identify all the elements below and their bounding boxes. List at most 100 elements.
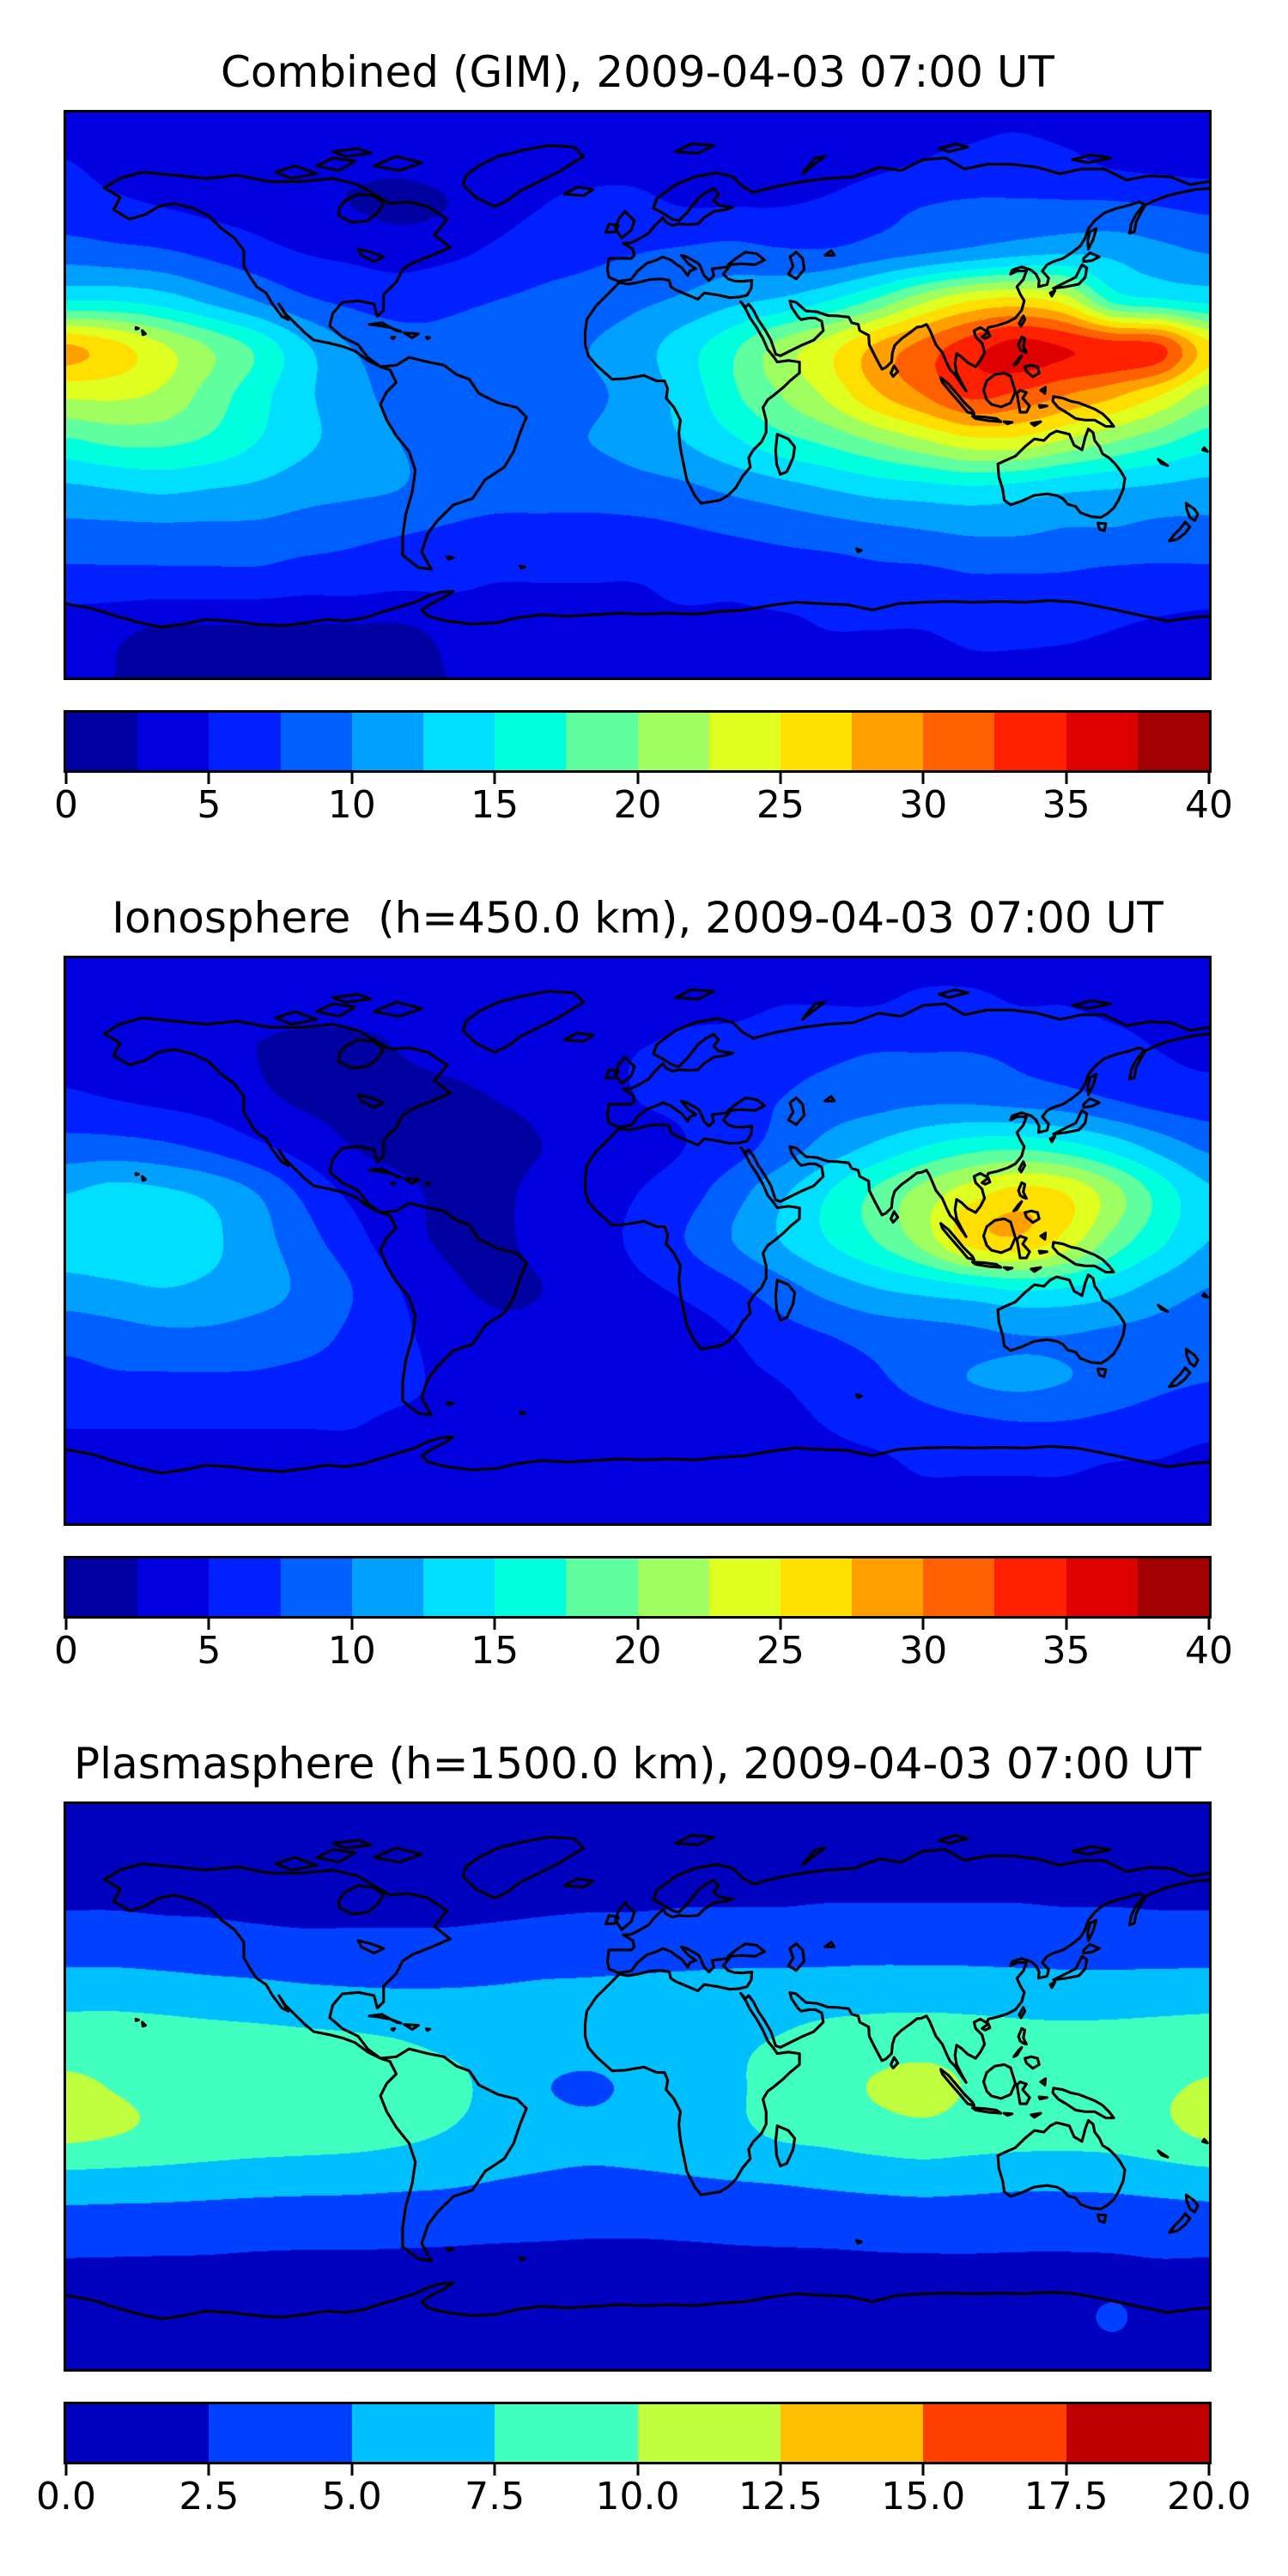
colorbar-tick-label: 15: [471, 783, 519, 827]
colorbar-tick: [921, 2464, 925, 2476]
colorbar-segment: [1066, 713, 1138, 770]
colorbar-tick: [493, 1619, 496, 1630]
colorbar-tick-label: 30: [899, 783, 948, 827]
colorbar-tick-label: 0: [54, 783, 78, 827]
colorbar-tick: [350, 2464, 354, 2476]
colorbar-tick: [921, 773, 925, 784]
map-ionosphere: [64, 956, 1212, 1526]
colorbar-segment: [923, 713, 995, 770]
colorbar-tick-label: 20.0: [1167, 2475, 1251, 2518]
colorbar-tick-label: 0.0: [36, 2475, 96, 2518]
colorbar-segment: [137, 713, 210, 770]
colorbar-tick: [636, 1619, 639, 1630]
colorbar-segment: [637, 2404, 781, 2462]
colorbar-tick: [207, 773, 210, 784]
colorbar-tick-label: 2.5: [179, 2475, 240, 2518]
colorbar-segment: [280, 1558, 352, 1616]
colorbar-segment: [566, 1558, 638, 1616]
colorbar-tick: [779, 1619, 782, 1630]
colorbar-ionosphere: [64, 1556, 1212, 1619]
colorbar-segment: [852, 1558, 924, 1616]
panel-title-combined: Combined (GIM), 2009-04-03 07:00 UT: [221, 47, 1054, 97]
colorbar-tick-label: 15: [471, 1629, 519, 1673]
colorbar-segment: [1137, 1558, 1209, 1616]
colorbar-segment: [280, 713, 352, 770]
colorbar-tick: [1207, 1619, 1211, 1630]
colorbar-tick-label: 10: [327, 1629, 376, 1673]
colorbar-segment: [1137, 713, 1209, 770]
coastline-overlay: [66, 988, 1209, 1475]
colorbar-segment: [994, 1558, 1066, 1616]
colorbar-segment: [1066, 2404, 1209, 2462]
colorbar-tick-label: 5.0: [321, 2475, 382, 2518]
colorbar-tick-label: 25: [756, 1629, 805, 1673]
colorbar-segment: [566, 713, 638, 770]
colorbar-combined: [64, 710, 1212, 773]
colorbar-tick-label: 10: [327, 783, 376, 827]
colorbar-tick: [636, 773, 639, 784]
colorbar-segment: [137, 1558, 210, 1616]
colorbar-segment: [708, 713, 781, 770]
colorbar-tick: [493, 773, 496, 784]
colorbar-tick: [207, 2464, 210, 2476]
colorbar-plasmasphere: [64, 2402, 1212, 2464]
colorbar-segment: [66, 1558, 138, 1616]
colorbar-segment: [923, 2404, 1066, 2462]
colorbar-labels-ionosphere: 0 5 10 15 20 25 30 35 40: [54, 1629, 1233, 1674]
colorbar-tick: [350, 1619, 354, 1630]
colorbar-tick-label: 40: [1185, 783, 1233, 827]
colorbar-tick-label: 15.0: [881, 2475, 966, 2518]
colorbar-tick-label: 35: [1042, 1629, 1091, 1673]
colorbar-segment: [422, 713, 495, 770]
colorbar-tick: [64, 1619, 68, 1630]
colorbar-tick: [64, 773, 68, 784]
colorbar-tick: [1065, 1619, 1068, 1630]
colorbar-segment: [351, 713, 423, 770]
colorbar-segment: [780, 2404, 924, 2462]
colorbar-tick-label: 10.0: [595, 2475, 680, 2518]
colorbar-segment: [495, 1558, 567, 1616]
colorbar-tick: [1207, 773, 1211, 784]
colorbar-tick: [779, 2464, 782, 2476]
colorbar-tick: [1065, 773, 1068, 784]
colorbar-segment: [351, 1558, 423, 1616]
colorbar-ticks-ionosphere: [64, 1619, 1211, 1630]
colorbar-segment: [780, 713, 853, 770]
colorbar-tick-label: 5: [197, 1629, 222, 1673]
colorbar-tick: [921, 1619, 925, 1630]
panel-title-ionosphere: Ionosphere (h=450.0 km), 2009-04-03 07:0…: [112, 893, 1163, 943]
colorbar-tick-label: 20: [613, 1629, 662, 1673]
coastline-overlay: [66, 1834, 1209, 2321]
colorbar-segment: [637, 1558, 709, 1616]
map-plasmasphere: [64, 1801, 1212, 2372]
colorbar-segment: [495, 713, 567, 770]
colorbar-segment: [923, 1558, 995, 1616]
colorbar-segment: [422, 1558, 495, 1616]
colorbar-tick-label: 20: [613, 783, 662, 827]
colorbar-segment: [66, 2404, 210, 2462]
colorbar-segment: [637, 713, 709, 770]
colorbar-tick: [493, 2464, 496, 2476]
map-combined: [64, 110, 1212, 680]
colorbar-segment: [994, 713, 1066, 770]
colorbar-tick-label: 0: [54, 1629, 78, 1673]
colorbar-labels-plasmasphere: 0.0 2.5 5.0 7.5 10.0 12.5 15.0 17.5 20.0: [36, 2475, 1251, 2519]
colorbar-segment: [66, 713, 138, 770]
colorbar-tick: [64, 2464, 68, 2476]
colorbar-tick-label: 17.5: [1024, 2475, 1109, 2518]
colorbar-tick: [207, 1619, 210, 1630]
colorbar-tick-label: 40: [1185, 1629, 1233, 1673]
colorbar-segment: [209, 1558, 281, 1616]
colorbar-segment: [1066, 1558, 1138, 1616]
colorbar-tick: [350, 773, 354, 784]
colorbar-labels-combined: 0 5 10 15 20 25 30 35 40: [54, 783, 1233, 828]
colorbar-segment: [209, 2404, 352, 2462]
colorbar-segment: [708, 1558, 781, 1616]
colorbar-ticks-plasmasphere: [64, 2464, 1211, 2476]
colorbar-ticks-combined: [64, 773, 1211, 784]
colorbar-segment: [351, 2404, 495, 2462]
colorbar-segment: [209, 713, 281, 770]
colorbar-segment: [495, 2404, 638, 2462]
colorbar-tick-label: 35: [1042, 783, 1091, 827]
